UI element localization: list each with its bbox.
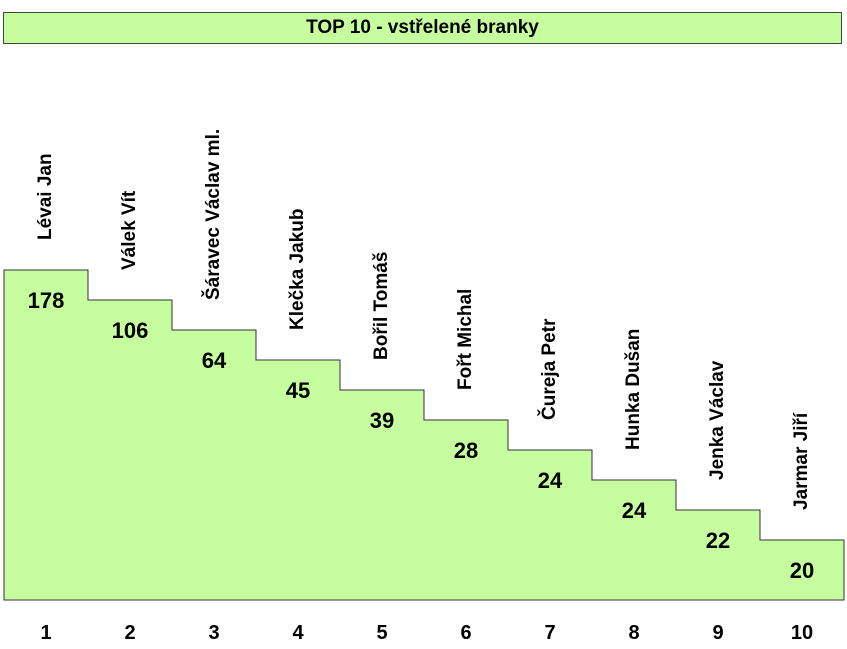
rank-label: 3 [208, 622, 219, 644]
player-name-label: Jarmar Jiří [791, 412, 812, 510]
player-name-label: Jenka Václav [707, 360, 728, 480]
player-name-label: Hunka Dušan [623, 329, 644, 450]
value-label: 39 [370, 408, 394, 433]
rank-label: 6 [460, 622, 471, 644]
bar-step [592, 480, 676, 600]
bar-step [676, 510, 760, 600]
value-label: 106 [112, 318, 149, 343]
value-label: 45 [286, 378, 310, 403]
value-label: 20 [790, 558, 814, 583]
player-name-label: Šáravec Václav ml. [202, 129, 224, 300]
player-name-label: Fořt Michal [455, 289, 476, 390]
rank-label: 7 [544, 622, 555, 644]
value-labels: 178 106 64 45 39 28 24 24 22 20 [28, 288, 815, 583]
bar-steps [3, 269, 845, 601]
rank-labels: 1 2 3 4 5 6 7 8 9 10 [40, 622, 813, 644]
player-name-label: Čureja Petr [538, 318, 560, 420]
value-label: 24 [538, 468, 563, 493]
player-name-label: Lévai Jan [35, 153, 56, 240]
staircase-outline [3, 269, 845, 601]
bar-step [256, 360, 340, 600]
player-name-label: Klečka Jakub [287, 209, 308, 330]
bar-step [172, 330, 256, 600]
player-name-label: Válek Vít [119, 190, 140, 270]
bar-step [88, 300, 172, 600]
player-labels: Lévai Jan Válek Vít Šáravec Václav ml. Kleč… [35, 129, 812, 510]
rank-label: 2 [124, 622, 135, 644]
player-name-label: Bořil Tomáš [371, 252, 392, 360]
bar-step [340, 390, 424, 600]
value-label: 178 [28, 288, 65, 313]
bar-step [760, 540, 844, 600]
value-label: 64 [202, 348, 227, 373]
rank-label: 10 [791, 622, 813, 644]
rank-label: 5 [376, 622, 387, 644]
value-label: 24 [622, 498, 647, 523]
bar-step [508, 450, 592, 600]
value-label: 22 [706, 528, 730, 553]
rank-label: 8 [628, 622, 639, 644]
bar-step [4, 270, 88, 600]
rank-label: 9 [712, 622, 723, 644]
rank-label: 1 [40, 622, 51, 644]
rank-label: 4 [292, 622, 304, 644]
value-label: 28 [454, 438, 478, 463]
chart-title: TOP 10 - vstřelené branky [3, 12, 842, 44]
bar-step [424, 420, 508, 600]
